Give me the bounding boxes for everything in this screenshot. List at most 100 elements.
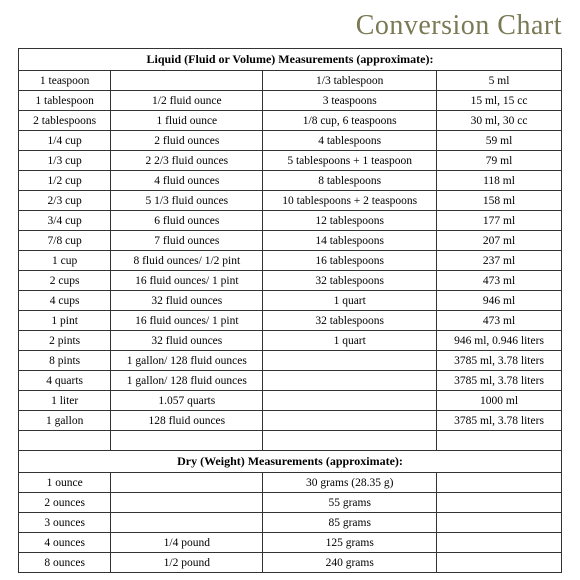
table-row: 4 ounces1/4 pound125 grams [19,533,562,553]
table-cell: 1 gallon [19,411,111,431]
table-cell: 5 tablespoons + 1 teaspoon [263,151,437,171]
table-cell: 1 tablespoon [19,91,111,111]
table-cell: 4 quarts [19,371,111,391]
table-cell [263,391,437,411]
table-cell: 7/8 cup [19,231,111,251]
table-cell: 5 1/3 fluid ounces [111,191,263,211]
table-row: 2 tablespoons1 fluid ounce1/8 cup, 6 tea… [19,111,562,131]
spacer-cell [111,431,263,451]
table-row: 1 ounce 30 grams (28.35 g) [19,473,562,493]
section-header: Liquid (Fluid or Volume) Measurements (a… [19,49,562,71]
table-cell [263,371,437,391]
table-cell [111,473,263,493]
table-row: 1 liter1.057 quarts 1000 ml [19,391,562,411]
table-cell: 3785 ml, 3.78 liters [437,371,562,391]
table-cell: 1000 ml [437,391,562,411]
table-cell: 237 ml [437,251,562,271]
table-cell: 128 fluid ounces [111,411,263,431]
table-cell: 1 quart [263,291,437,311]
table-cell: 240 grams [263,553,437,573]
table-row: 4 cups32 fluid ounces1 quart946 ml [19,291,562,311]
table-cell: 1/2 pound [111,553,263,573]
table-row: 1/4 cup2 fluid ounces4 tablespoons59 ml [19,131,562,151]
table-cell: 207 ml [437,231,562,251]
table-row: 1 cup8 fluid ounces/ 1/2 pint16 tablespo… [19,251,562,271]
table-cell [263,411,437,431]
spacer-cell [437,431,562,451]
table-cell: 16 fluid ounces/ 1 pint [111,271,263,291]
table-cell: 15 ml, 15 cc [437,91,562,111]
table-cell [437,473,562,493]
table-cell: 473 ml [437,311,562,331]
table-cell: 12 tablespoons [263,211,437,231]
table-cell: 2 cups [19,271,111,291]
table-cell: 7 fluid ounces [111,231,263,251]
table-cell: 1 ounce [19,473,111,493]
table-cell: 2/3 cup [19,191,111,211]
table-cell: 1/3 tablespoon [263,71,437,91]
spacer-cell [263,431,437,451]
table-cell: 2 2/3 fluid ounces [111,151,263,171]
table-cell: 1 cup [19,251,111,271]
table-row: 1 teaspoon1/3 tablespoon5 ml [19,71,562,91]
table-cell: 473 ml [437,271,562,291]
table-cell: 79 ml [437,151,562,171]
table-cell: 16 tablespoons [263,251,437,271]
table-cell: 32 fluid ounces [111,331,263,351]
table-cell: 8 pints [19,351,111,371]
table-cell [437,493,562,513]
table-cell: 4 cups [19,291,111,311]
table-cell: 1 gallon/ 128 fluid ounces [111,351,263,371]
table-cell [111,513,263,533]
table-cell: 2 pints [19,331,111,351]
table-cell: 1 gallon/ 128 fluid ounces [111,371,263,391]
table-cell: 2 fluid ounces [111,131,263,151]
table-cell: 1 liter [19,391,111,411]
table-cell: 177 ml [437,211,562,231]
table-cell [437,553,562,573]
table-cell: 4 ounces [19,533,111,553]
table-cell: 8 tablespoons [263,171,437,191]
table-cell: 8 ounces [19,553,111,573]
table-cell: 1/4 pound [111,533,263,553]
table-cell [263,351,437,371]
table-row: 2 cups16 fluid ounces/ 1 pint32 tablespo… [19,271,562,291]
table-cell: 3785 ml, 3.78 liters [437,351,562,371]
table-cell: 55 grams [263,493,437,513]
table-row: 2 pints32 fluid ounces1 quart946 ml, 0.9… [19,331,562,351]
page-title: Conversion Chart [18,10,562,42]
table-cell: 1/3 cup [19,151,111,171]
table-cell: 1.057 quarts [111,391,263,411]
table-cell: 1/2 fluid ounce [111,91,263,111]
table-cell: 32 fluid ounces [111,291,263,311]
conversion-table: Liquid (Fluid or Volume) Measurements (a… [18,48,562,573]
section-header: Dry (Weight) Measurements (approximate): [19,451,562,473]
table-cell: 125 grams [263,533,437,553]
table-row: 2/3 cup5 1/3 fluid ounces10 tablespoons … [19,191,562,211]
table-cell: 2 tablespoons [19,111,111,131]
table-cell: 118 ml [437,171,562,191]
table-row: 1 gallon128 fluid ounces3785 ml, 3.78 li… [19,411,562,431]
table-cell: 3/4 cup [19,211,111,231]
table-row: 1/3 cup2 2/3 fluid ounces5 tablespoons +… [19,151,562,171]
table-cell: 3 teaspoons [263,91,437,111]
spacer-cell [19,431,111,451]
table-cell [111,71,263,91]
table-cell: 5 ml [437,71,562,91]
table-cell: 4 fluid ounces [111,171,263,191]
table-cell: 2 ounces [19,493,111,513]
table-cell: 32 tablespoons [263,311,437,331]
table-row: 8 ounces1/2 pound240 grams [19,553,562,573]
table-cell: 30 ml, 30 cc [437,111,562,131]
table-cell: 85 grams [263,513,437,533]
table-cell [437,533,562,553]
table-cell: 1/2 cup [19,171,111,191]
table-cell: 1/8 cup, 6 teaspoons [263,111,437,131]
table-row: 1 tablespoon1/2 fluid ounce3 teaspoons15… [19,91,562,111]
table-row: 1/2 cup4 fluid ounces8 tablespoons118 ml [19,171,562,191]
table-cell: 59 ml [437,131,562,151]
table-row: 3 ounces85 grams [19,513,562,533]
table-row: 2 ounces 55 grams [19,493,562,513]
table-cell: 10 tablespoons + 2 teaspoons [263,191,437,211]
table-cell: 30 grams (28.35 g) [263,473,437,493]
